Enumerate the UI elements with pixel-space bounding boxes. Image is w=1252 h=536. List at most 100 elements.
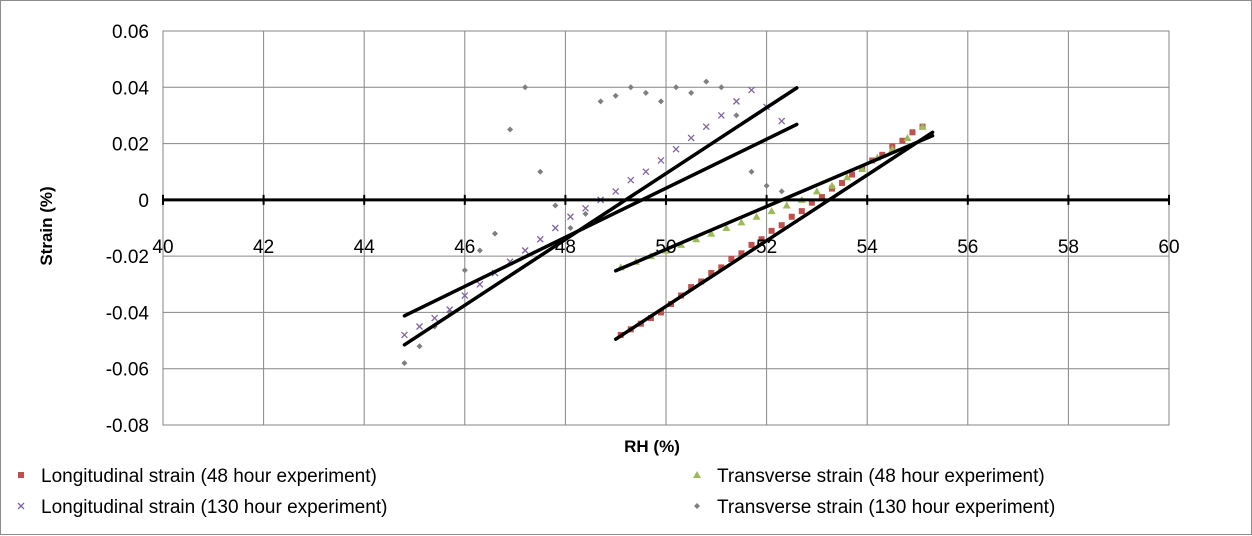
x-tick-label: 40	[152, 237, 173, 258]
data-point	[702, 123, 710, 131]
data-point	[708, 270, 715, 277]
data-point	[642, 89, 649, 96]
data-point	[843, 173, 852, 181]
data-point	[733, 112, 740, 119]
data-point	[612, 92, 619, 99]
data-point	[567, 225, 574, 231]
data-point	[858, 164, 867, 172]
x-tick-label: 42	[253, 237, 274, 258]
trendline	[613, 130, 935, 341]
data-point	[400, 331, 408, 339]
data-point	[507, 126, 514, 133]
x-tick-label: 52	[756, 237, 777, 258]
legend-marker	[693, 471, 701, 478]
data-point	[688, 89, 695, 96]
legend-label: Longitudinal strain (130 hour experiment…	[41, 497, 387, 518]
x-tick-label: 44	[354, 237, 376, 258]
data-point	[899, 137, 906, 144]
data-point	[642, 168, 650, 176]
x-tick-label: 56	[957, 237, 978, 258]
data-point	[612, 187, 620, 195]
data-point	[657, 309, 664, 316]
data-point	[778, 222, 785, 229]
data-point	[461, 292, 469, 300]
data-point	[827, 181, 836, 189]
points-layer	[400, 78, 927, 367]
x-tick-label: 48	[555, 237, 576, 258]
data-point	[718, 84, 725, 91]
y-tick-label: 0.06	[112, 22, 149, 43]
y-tick-label: 0.04	[112, 78, 149, 99]
legend-label: Transverse strain (130 hour experiment)	[717, 497, 1055, 518]
x-axis-title: RH (%)	[624, 437, 680, 456]
data-point	[627, 176, 635, 184]
axis-layer	[162, 194, 1170, 205]
y-axis-title: Strain (%)	[37, 186, 56, 265]
x-tick-label: 54	[857, 237, 879, 258]
data-point	[552, 202, 559, 209]
data-point	[839, 179, 846, 186]
legend-marker	[17, 502, 25, 510]
data-point	[748, 86, 755, 94]
y-tick-label: -0.04	[106, 303, 150, 324]
legend-label: Transverse strain (48 hour experiment)	[717, 466, 1045, 487]
data-point	[416, 323, 423, 330]
data-point	[722, 224, 731, 231]
data-point	[673, 84, 680, 91]
data-point	[767, 207, 776, 215]
legend-marker	[694, 503, 700, 509]
data-point	[763, 182, 770, 189]
data-point	[582, 204, 589, 212]
data-point	[768, 227, 775, 234]
data-point	[808, 199, 815, 206]
data-point	[536, 235, 544, 243]
data-point	[476, 280, 484, 288]
data-point	[537, 168, 544, 175]
data-point	[566, 213, 574, 221]
data-point	[522, 84, 529, 91]
trendline	[402, 122, 799, 318]
x-tick-label: 50	[655, 237, 676, 258]
data-point	[879, 151, 886, 158]
data-point	[758, 236, 765, 243]
data-point	[687, 134, 695, 142]
data-point	[732, 97, 740, 105]
data-point	[657, 98, 664, 105]
trend-layer	[402, 86, 935, 347]
data-point	[688, 284, 695, 291]
data-point	[672, 145, 680, 153]
data-point	[752, 212, 761, 220]
data-point	[461, 267, 468, 274]
y-tick-labels: 0.06 0.04 0.02 0 -0.02 -0.04 -0.06 -0.08	[106, 22, 150, 437]
x-tick-label: 58	[1058, 237, 1079, 258]
y-tick-label: 0.02	[112, 135, 149, 156]
data-point	[597, 98, 604, 105]
x-tick-label: 60	[1158, 237, 1179, 258]
data-point	[728, 255, 735, 262]
data-point	[582, 210, 589, 217]
data-point	[431, 314, 439, 322]
trendline	[402, 86, 799, 347]
x-tick-label: 46	[454, 237, 475, 258]
data-point	[788, 213, 795, 220]
data-point	[657, 156, 665, 164]
data-point	[476, 247, 483, 254]
data-point	[849, 171, 856, 178]
data-point	[717, 111, 725, 119]
data-point	[909, 129, 916, 136]
legend-label: Longitudinal strain (48 hour experiment)	[41, 466, 377, 487]
data-point	[738, 250, 745, 257]
data-point	[416, 343, 423, 350]
data-point	[707, 229, 716, 237]
data-point	[903, 133, 912, 141]
y-tick-label: -0.06	[106, 360, 149, 381]
y-tick-label: -0.08	[106, 416, 149, 437]
data-point	[446, 306, 454, 314]
data-point	[748, 168, 755, 175]
data-point	[918, 122, 927, 130]
data-point	[692, 235, 701, 243]
data-point	[778, 117, 786, 125]
grid-layer	[162, 30, 1170, 426]
y-tick-label: 0	[138, 191, 149, 212]
